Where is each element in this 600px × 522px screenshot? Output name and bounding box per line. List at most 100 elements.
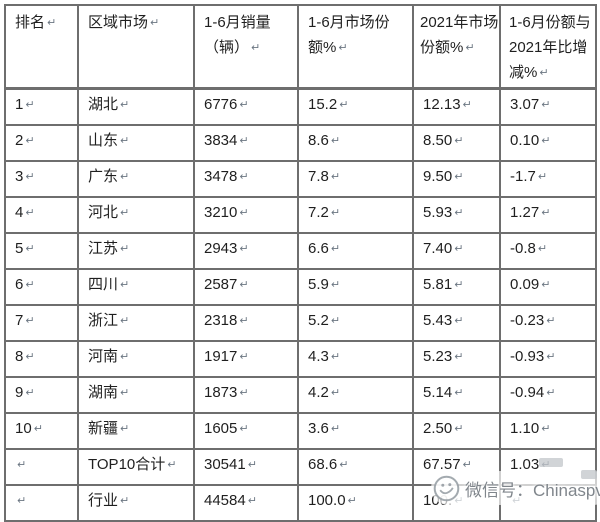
paragraph-mark-icon: ↵ xyxy=(541,99,551,111)
table-cell: 15.2 ↵ xyxy=(297,87,414,126)
cell-text: 8 xyxy=(15,347,24,365)
table-cell: 5.23 ↵ xyxy=(412,339,501,378)
paragraph-mark-icon: ↵ xyxy=(330,242,341,255)
paragraph-mark-icon: ↵ xyxy=(239,206,249,219)
paragraph-mark-icon: ↵ xyxy=(330,350,341,363)
paragraph-mark-icon: ↵ xyxy=(454,134,464,147)
cell-text: 山东 xyxy=(88,131,119,149)
cell-text: 1-6月份额与2021年比增减% xyxy=(509,14,591,81)
paragraph-mark-icon: ↵ xyxy=(120,170,130,183)
table-cell: 9 ↵ xyxy=(4,375,79,414)
paragraph-mark-icon: ↵ xyxy=(17,494,27,507)
cell-text: 4.3 xyxy=(308,347,329,365)
table-cell: TOP10合计 ↵ xyxy=(77,447,195,486)
cell-text: 8.50 xyxy=(423,131,453,149)
table-cell: 6776 ↵ xyxy=(193,87,299,126)
cell-text: 15.2 xyxy=(308,96,338,113)
paragraph-mark-icon: ↵ xyxy=(120,242,130,255)
table-cell: 5.9 ↵ xyxy=(297,267,414,306)
table-row: 1 ↵ 湖北 ↵ 6776 ↵ 15.2 ↵ 12.13 ↵ 3.07 ↵ xyxy=(4,87,597,126)
cell-text: 7.40 xyxy=(423,239,453,257)
table-row: 6 ↵ 四川 ↵ 2587 ↵ 5.9 ↵ 5.81 ↵ 0.09 ↵ xyxy=(4,267,597,306)
cell-text: 7.2 xyxy=(308,203,329,221)
table-cell: ↵ xyxy=(4,447,79,486)
cell-text: 区域市场 xyxy=(88,14,149,31)
table-cell: 1605 ↵ xyxy=(193,411,299,450)
cell-text: -0.94 xyxy=(510,383,545,401)
paragraph-mark-icon: ↵ xyxy=(465,42,475,54)
paragraph-mark-icon: ↵ xyxy=(347,494,357,507)
cell-text: 四川 xyxy=(88,275,119,293)
cell-text: 排名 xyxy=(15,14,46,31)
cell-text: 0.10 xyxy=(510,131,540,149)
cell-text: 3.07 xyxy=(510,96,540,113)
cell-text: 6 xyxy=(15,275,24,293)
table-cell: 8.50 ↵ xyxy=(412,123,501,162)
paragraph-mark-icon: ↵ xyxy=(541,422,551,435)
cell-text: 2587 xyxy=(204,275,238,293)
cell-text: 44584 xyxy=(204,491,246,509)
paragraph-mark-icon: ↵ xyxy=(537,242,548,255)
cell-text: 2943 xyxy=(204,239,238,257)
paragraph-mark-icon: ↵ xyxy=(462,458,472,471)
cell-text: 5.9 xyxy=(308,275,329,293)
watermark-fragment xyxy=(539,458,563,467)
cell-text: TOP10合计 xyxy=(88,455,166,473)
cell-text: 8.6 xyxy=(308,131,329,149)
table-cell: 1917 ↵ xyxy=(193,339,299,378)
cell-text: 0.09 xyxy=(510,275,540,293)
cell-text: 30541 xyxy=(204,455,246,473)
table-cell: 2318 ↵ xyxy=(193,303,299,342)
table-cell: 新疆 ↵ xyxy=(77,411,195,450)
paragraph-mark-icon: ↵ xyxy=(546,386,556,399)
paragraph-mark-icon: ↵ xyxy=(25,242,35,255)
table-cell: ↵ xyxy=(4,483,79,522)
cell-text: 1.27 xyxy=(510,203,540,221)
cell-text: -0.93 xyxy=(510,347,545,365)
cell-text: 行业 xyxy=(88,491,119,509)
column-header: 1-6月销量（辆） ↵ xyxy=(193,4,299,90)
paragraph-mark-icon: ↵ xyxy=(454,314,464,327)
paragraph-mark-icon: ↵ xyxy=(33,422,43,435)
paragraph-mark-icon: ↵ xyxy=(330,278,341,291)
table-cell: 8.6 ↵ xyxy=(297,123,414,162)
cell-text: 浙江 xyxy=(88,311,119,329)
table-cell: 12.13 ↵ xyxy=(412,87,501,126)
table-row: 7 ↵ 浙江 ↵ 2318 ↵ 5.2 ↵ 5.43 ↵ -0.23 ↵ xyxy=(4,303,597,342)
table-cell: 2943 ↵ xyxy=(193,231,299,270)
paragraph-mark-icon: ↵ xyxy=(25,278,35,291)
table-cell: -0.93 ↵ xyxy=(499,339,597,378)
cell-text: 67.57 xyxy=(423,455,461,473)
header-row: 排名 ↵ 区域市场 ↵ 1-6月销量（辆） ↵ 1-6月市场份额% ↵ 2021年市场份额% ↵ 1… xyxy=(4,4,597,90)
cell-text: 5.2 xyxy=(308,311,329,329)
paragraph-mark-icon: ↵ xyxy=(330,134,341,147)
table-row: 8 ↵ 河南 ↵ 1917 ↵ 4.3 ↵ 5.23 ↵ -0.93 ↵ xyxy=(4,339,597,378)
paragraph-mark-icon: ↵ xyxy=(25,170,35,183)
table-cell: 10 ↵ xyxy=(4,411,79,450)
table-cell: 7.40 ↵ xyxy=(412,231,501,270)
paragraph-mark-icon: ↵ xyxy=(120,314,130,327)
table-cell: 河北 ↵ xyxy=(77,195,195,234)
table-cell: 44584 ↵ xyxy=(193,483,299,522)
paragraph-mark-icon: ↵ xyxy=(251,42,261,54)
table-cell: -0.23 ↵ xyxy=(499,303,597,342)
paragraph-mark-icon: ↵ xyxy=(239,350,249,363)
table-cell: 1873 ↵ xyxy=(193,375,299,414)
table-cell: 68.6 ↵ xyxy=(297,447,414,486)
table-cell: 河南 ↵ xyxy=(77,339,195,378)
table-row: 4 ↵ 河北 ↵ 3210 ↵ 7.2 ↵ 5.93 ↵ 1.27 ↵ xyxy=(4,195,597,234)
table-cell: 2 ↵ xyxy=(4,123,79,162)
cell-text: 3.6 xyxy=(308,419,329,437)
table-cell: 2587 ↵ xyxy=(193,267,299,306)
cell-text: 5.14 xyxy=(423,383,453,401)
cell-text: 68.6 xyxy=(308,455,338,473)
table-cell: 0.10 ↵ xyxy=(499,123,597,162)
paragraph-mark-icon: ↵ xyxy=(338,42,348,54)
table-cell: 6 ↵ xyxy=(4,267,79,306)
table-cell: -0.94 ↵ xyxy=(499,375,597,414)
table-cell: 1 ↵ xyxy=(4,87,79,126)
cell-text: 江苏 xyxy=(88,239,119,257)
cell-text: 河南 xyxy=(88,347,119,365)
cell-text: 3478 xyxy=(204,167,238,185)
cell-text: 10 xyxy=(15,419,32,437)
